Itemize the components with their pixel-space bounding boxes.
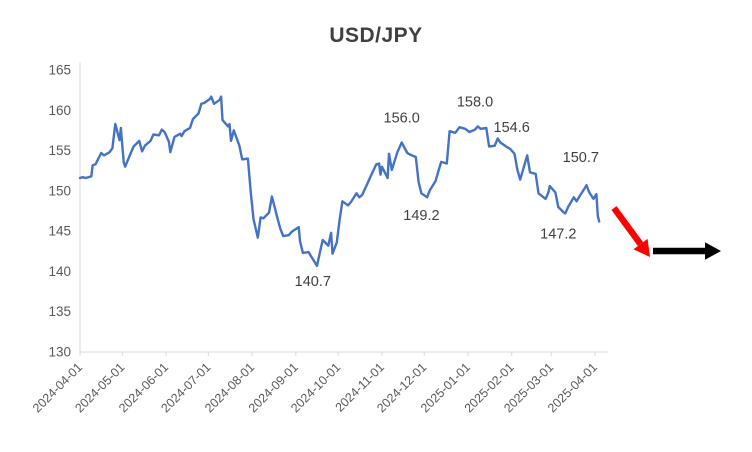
usdjpy-series-line xyxy=(78,95,601,267)
red-down-trend-arrow-icon xyxy=(611,206,650,257)
y-tick-label: 165 xyxy=(48,63,71,78)
annotation-label: 140.7 xyxy=(295,274,331,290)
annotation-label: 149.2 xyxy=(403,208,439,224)
annotation-label: 156.0 xyxy=(384,110,420,126)
y-tick-label: 130 xyxy=(48,345,71,360)
y-tick-label: 145 xyxy=(48,224,71,239)
annotation-label: 147.2 xyxy=(540,226,576,242)
y-tick-label: 135 xyxy=(48,304,71,319)
x-axis-labels: 2024-04-012024-05-012024-06-012024-07-01… xyxy=(30,352,600,415)
annotation-label: 154.6 xyxy=(494,120,530,136)
axes xyxy=(79,62,608,353)
annotation-label: 158.0 xyxy=(457,94,493,110)
y-tick-label: 160 xyxy=(48,103,71,118)
black-flat-trend-arrow-icon xyxy=(653,242,721,260)
y-axis-labels: 130 135 140 145 150 155 160 165 xyxy=(48,63,71,360)
y-tick-label: 140 xyxy=(48,264,71,279)
chart-title: USD/JPY xyxy=(329,24,423,47)
annotation-label: 150.7 xyxy=(563,150,599,166)
y-tick-label: 150 xyxy=(48,183,71,198)
y-tick-label: 155 xyxy=(48,143,71,158)
